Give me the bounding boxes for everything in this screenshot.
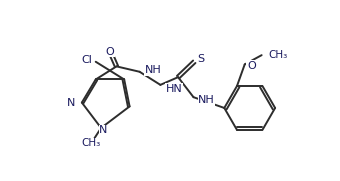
Text: S: S (197, 54, 204, 64)
Text: HN: HN (166, 84, 183, 94)
Text: N: N (67, 98, 76, 108)
Text: NH: NH (198, 95, 215, 105)
Text: O: O (247, 61, 256, 71)
Text: NH: NH (145, 65, 162, 75)
Text: CH₃: CH₃ (82, 138, 101, 148)
Text: O: O (105, 47, 114, 57)
Text: CH₃: CH₃ (269, 50, 288, 60)
Text: N: N (99, 125, 107, 135)
Text: Cl: Cl (82, 55, 92, 65)
